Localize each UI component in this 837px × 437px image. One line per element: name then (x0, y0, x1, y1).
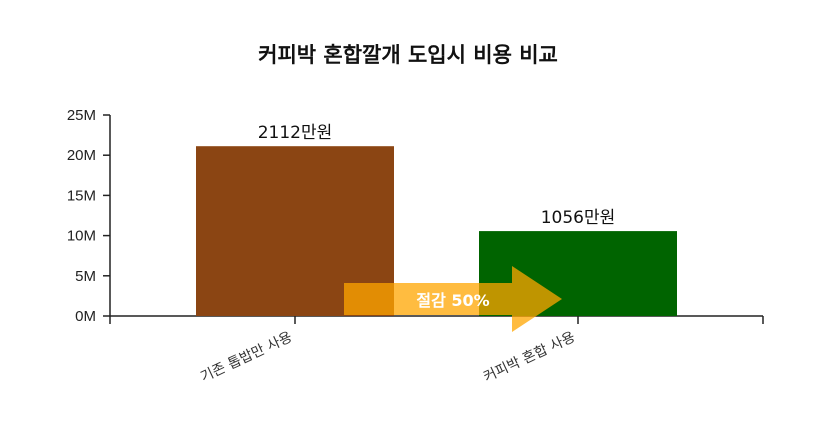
y-tick-label: 10M (67, 228, 96, 245)
savings-label: 절감 50% (416, 291, 489, 310)
savings-arrow (344, 266, 562, 332)
chart-title: 커피박 혼합깔개 도입시 비용 비교 (258, 43, 558, 67)
x-tick-label: 기존 톱밥만 사용 (198, 329, 295, 385)
y-tick-label: 0M (75, 308, 96, 325)
bar-value-label: 1056만원 (541, 208, 616, 228)
x-tick-label: 커피박 혼합 사용 (481, 329, 578, 385)
y-tick-label: 5M (75, 268, 96, 285)
bar-value-label: 2112만원 (258, 123, 333, 143)
y-tick-label: 25M (67, 107, 96, 124)
y-tick-label: 20M (67, 147, 96, 164)
savings-annotation: 절감 50% (344, 266, 562, 332)
y-tick-label: 15M (67, 187, 96, 204)
y-axis: 0M 5M 10M 15M 20M 25M (67, 107, 111, 325)
value-labels: 2112만원 1056만원 (258, 123, 616, 228)
x-axis: 기존 톱밥만 사용 커피박 혼합 사용 (109, 315, 764, 385)
